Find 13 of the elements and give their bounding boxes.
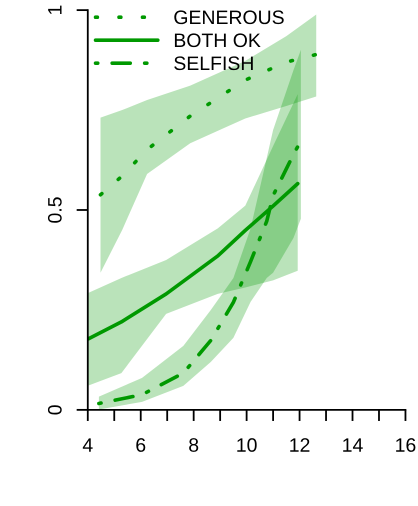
x-tick-label: 10 bbox=[237, 438, 257, 452]
x-tick-label: 6 bbox=[136, 438, 146, 452]
x-tick-label: 4 bbox=[82, 438, 93, 452]
legend-label: SELFISH bbox=[174, 56, 253, 70]
legend-label: GENEROUS bbox=[174, 10, 284, 24]
x-tick-label: 8 bbox=[189, 438, 198, 452]
legend-label: BOTH OK bbox=[174, 33, 261, 48]
y-tick-label: 0 bbox=[48, 405, 62, 415]
x-tick-label: 14 bbox=[343, 438, 363, 452]
y-tick-label: 1 bbox=[48, 6, 62, 14]
x-tick-label: 12 bbox=[290, 438, 310, 452]
x-tick-label: 16 bbox=[396, 438, 416, 452]
y-tick-label: 0.5 bbox=[48, 197, 62, 223]
